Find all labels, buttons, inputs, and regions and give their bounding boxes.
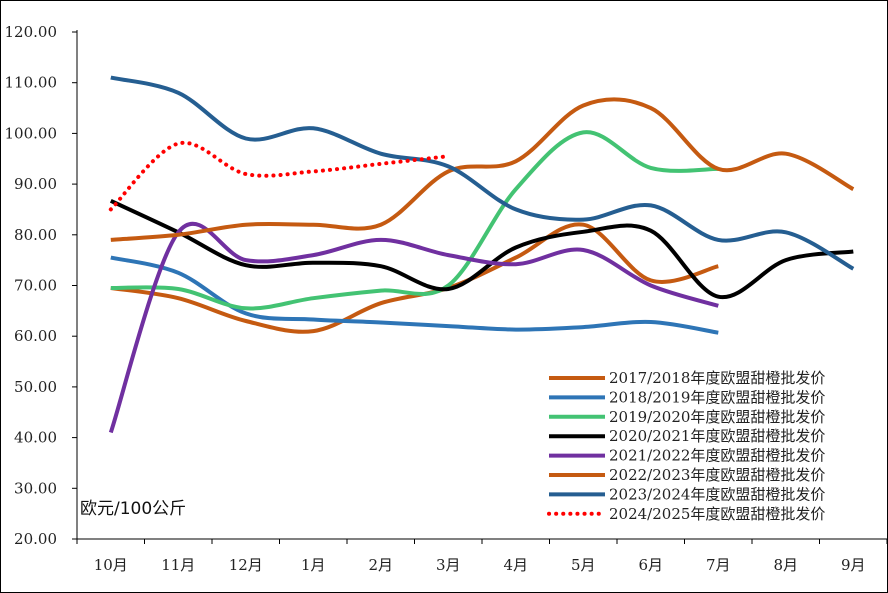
legend-entry-label: 2021/2022年度欧盟甜橙批发价 [609, 447, 825, 465]
x-tick-label: 7月 [706, 556, 731, 574]
x-tick-label: 6月 [638, 556, 663, 574]
x-tick-label: 3月 [436, 556, 461, 574]
legend-entry-label: 2020/2021年度欧盟甜橙批发价 [609, 427, 825, 445]
y-tick-label: 70.00 [14, 277, 57, 295]
y-tick-label: 120.00 [5, 23, 58, 41]
series-line-5 [108, 221, 719, 434]
x-tick-label: 8月 [773, 556, 798, 574]
x-tick-label: 9月 [841, 556, 866, 574]
series-line-3 [110, 130, 719, 311]
legend-entry-label: 2019/2020年度欧盟甜橙批发价 [609, 408, 825, 426]
x-tick-label: 1月 [301, 556, 326, 574]
legend-entry-label: 2017/2018年度欧盟甜橙批发价 [609, 369, 825, 387]
y-axis-unit-label: 欧元/100公斤 [80, 499, 186, 519]
y-tick-label: 20.00 [14, 530, 57, 548]
series-line-1 [110, 222, 719, 334]
y-tick-label: 50.00 [14, 378, 57, 396]
y-tick-label: 60.00 [14, 327, 57, 345]
series-line-7 [110, 75, 855, 271]
legend-entry-label: 2024/2025年度欧盟甜橙批发价 [609, 505, 825, 523]
x-tick-label: 2月 [368, 556, 393, 574]
y-tick-label: 110.00 [5, 74, 58, 92]
y-tick-label: 100.00 [5, 124, 58, 142]
x-tick-label: 5月 [571, 556, 596, 574]
y-tick-label: 80.00 [14, 226, 57, 244]
series-line-4 [109, 198, 854, 300]
legend-entry-label: 2022/2023年度欧盟甜橙批发价 [609, 466, 825, 484]
y-tick-label: 90.00 [14, 175, 57, 193]
series-lines [108, 75, 855, 434]
series-line-2 [110, 255, 719, 335]
x-tick-label: 12月 [229, 556, 263, 574]
y-axis-ticks: 20.00 30.00 40.00 50.00 60.00 70.00 80.00 90.00… [5, 23, 77, 548]
y-tick-label: 40.00 [14, 429, 57, 447]
y-tick-label: 30.00 [14, 479, 57, 497]
legend-entry-label: 2018/2019年度欧盟甜橙批发价 [609, 388, 825, 406]
legend-entry-label: 2023/2024年度欧盟甜橙批发价 [609, 485, 825, 503]
x-tick-label: 4月 [503, 556, 528, 574]
x-tick-label: 10月 [94, 556, 128, 574]
series-line-8 [108, 140, 451, 212]
x-tick-label: 11月 [161, 556, 195, 574]
series-line-6 [110, 97, 855, 242]
x-axis-ticks: 10月 11月 12月 1月 2月 3月 4月 5月 6月 7月 8月 9月 [76, 539, 887, 574]
